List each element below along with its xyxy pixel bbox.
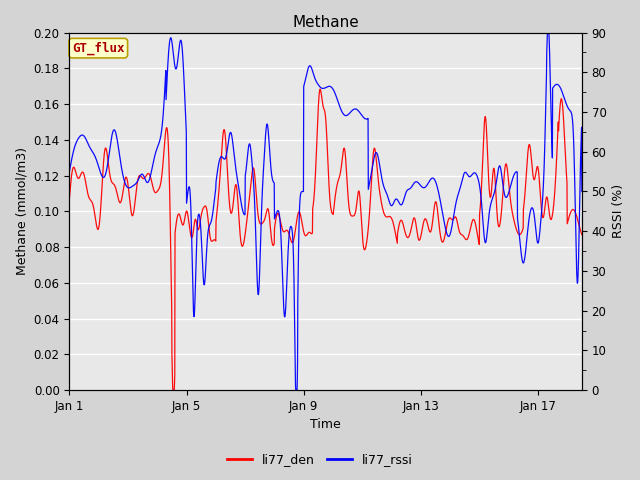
- X-axis label: Time: Time: [310, 419, 341, 432]
- Text: GT_flux: GT_flux: [72, 41, 124, 55]
- Y-axis label: RSSI (%): RSSI (%): [612, 184, 625, 239]
- Y-axis label: Methane (mmol/m3): Methane (mmol/m3): [15, 147, 28, 276]
- Title: Methane: Methane: [292, 15, 359, 30]
- Legend: li77_den, li77_rssi: li77_den, li77_rssi: [222, 448, 418, 471]
